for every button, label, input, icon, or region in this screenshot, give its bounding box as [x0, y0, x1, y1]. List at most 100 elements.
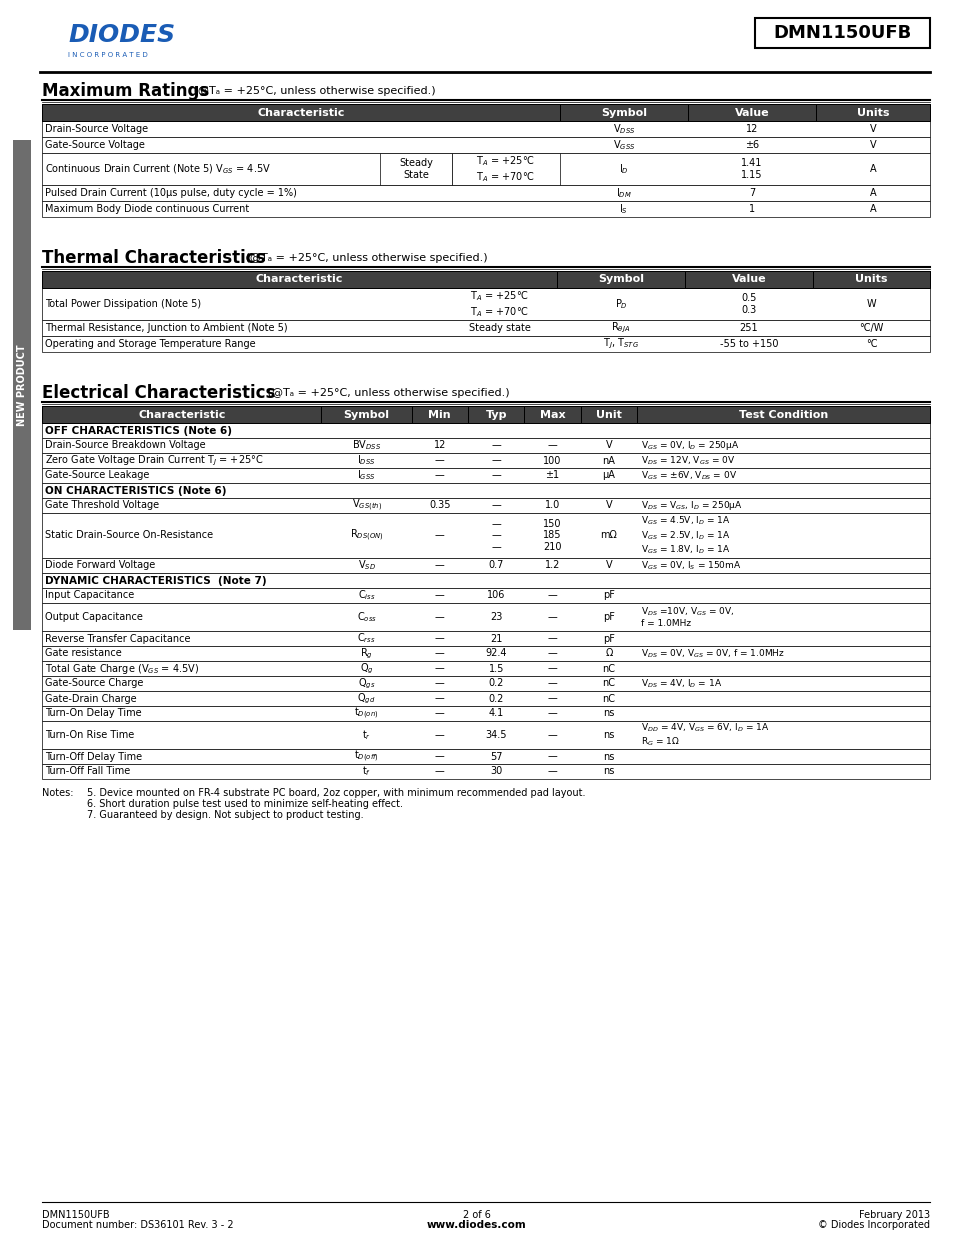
Text: Gate-Source Leakage: Gate-Source Leakage [45, 471, 150, 480]
Text: Operating and Storage Temperature Range: Operating and Storage Temperature Range [45, 338, 255, 350]
Text: Input Capacitance: Input Capacitance [45, 590, 134, 600]
Text: —: — [547, 634, 557, 643]
Bar [42, 121, 929, 137]
Text: Pulsed Drain Current (10µs pulse, duty cycle = 1%): Pulsed Drain Current (10µs pulse, duty c… [45, 188, 296, 198]
Text: —: — [435, 752, 444, 762]
Text: V$_{DS}$ = 4V, I$_D$ = 1A: V$_{DS}$ = 4V, I$_D$ = 1A [640, 677, 721, 690]
Text: Electrical Characteristics: Electrical Characteristics [42, 384, 275, 403]
Bar [42, 137, 929, 153]
Text: —: — [547, 663, 557, 673]
Bar [42, 764, 929, 779]
Text: —: — [435, 730, 444, 740]
Bar [42, 706, 929, 721]
Text: 0.7: 0.7 [488, 561, 503, 571]
Text: 57: 57 [490, 752, 502, 762]
Text: —: — [435, 694, 444, 704]
Bar [42, 453, 929, 468]
Text: Turn-Off Fall Time: Turn-Off Fall Time [45, 767, 131, 777]
Text: Reverse Transfer Capacitance: Reverse Transfer Capacitance [45, 634, 191, 643]
Text: —: — [435, 767, 444, 777]
Text: 92.4: 92.4 [485, 648, 506, 658]
Text: —: — [547, 752, 557, 762]
Text: Total Gate Charge (V$_{GS}$ = 4.5V): Total Gate Charge (V$_{GS}$ = 4.5V) [45, 662, 199, 676]
Text: 0.2: 0.2 [488, 694, 503, 704]
Bar [411, 406, 468, 424]
Text: ns: ns [602, 752, 614, 762]
Text: V$_{DS}$ = V$_{GS}$, I$_D$ = 250µA: V$_{DS}$ = V$_{GS}$, I$_D$ = 250µA [640, 499, 742, 513]
Text: BV$_{DSS}$: BV$_{DSS}$ [352, 438, 380, 452]
Text: V$_{GS}$ = ±6V, V$_{DS}$ = 0V: V$_{GS}$ = ±6V, V$_{DS}$ = 0V [640, 469, 737, 482]
Bar [754, 19, 929, 48]
Text: Symbol: Symbol [343, 410, 389, 420]
Text: 251: 251 [739, 324, 758, 333]
Bar [42, 646, 929, 661]
Bar [42, 748, 929, 764]
Bar [42, 661, 929, 676]
Text: V$_{SD}$: V$_{SD}$ [357, 558, 375, 572]
Text: —: — [435, 590, 444, 600]
Bar [559, 104, 687, 121]
Text: V$_{GS}$ = 0V, I$_D$ = 250µA: V$_{GS}$ = 0V, I$_D$ = 250µA [640, 438, 739, 452]
Text: T$_A$ = +25°C
T$_A$ = +70°C: T$_A$ = +25°C T$_A$ = +70°C [470, 289, 529, 319]
Text: Ω: Ω [604, 648, 612, 658]
Text: 1.0: 1.0 [544, 500, 559, 510]
Bar [684, 270, 812, 288]
Text: pF: pF [602, 590, 614, 600]
Text: February 2013: February 2013 [858, 1210, 929, 1220]
Text: 34.5: 34.5 [485, 730, 506, 740]
Text: —: — [435, 678, 444, 688]
Text: Maximum Body Diode continuous Current: Maximum Body Diode continuous Current [45, 204, 249, 214]
Text: V: V [869, 124, 876, 135]
Bar [42, 603, 929, 631]
Bar [42, 406, 929, 424]
Bar [42, 288, 929, 320]
Text: —: — [435, 663, 444, 673]
Text: Thermal Resistance, Junction to Ambient (Note 5): Thermal Resistance, Junction to Ambient … [45, 324, 287, 333]
Text: Symbol: Symbol [600, 107, 646, 117]
Text: 7: 7 [748, 188, 755, 198]
Bar [42, 513, 929, 558]
Text: OFF CHARACTERISTICS (Note 6): OFF CHARACTERISTICS (Note 6) [45, 426, 232, 436]
Text: I$_{DSS}$: I$_{DSS}$ [356, 453, 375, 467]
Text: ns: ns [602, 709, 614, 719]
Text: R$_g$: R$_g$ [359, 646, 373, 661]
Text: R$_{DS (ON)}$: R$_{DS (ON)}$ [350, 527, 383, 543]
Text: —: — [547, 590, 557, 600]
Text: t$_{D(off)}$: t$_{D(off)}$ [354, 748, 378, 764]
Text: —: — [547, 730, 557, 740]
Text: Diode Forward Voltage: Diode Forward Voltage [45, 561, 155, 571]
Text: DMN1150UFB: DMN1150UFB [773, 23, 911, 42]
Bar [42, 336, 929, 352]
Bar [42, 153, 929, 185]
Text: Drain-Source Breakdown Voltage: Drain-Source Breakdown Voltage [45, 441, 206, 451]
Text: V$_{DS}$ = 0V, V$_{GS}$ = 0V, f = 1.0MHz: V$_{DS}$ = 0V, V$_{GS}$ = 0V, f = 1.0MHz [640, 647, 784, 659]
Text: Min: Min [428, 410, 451, 420]
Text: Steady
State: Steady State [398, 158, 433, 180]
Text: DIODES: DIODES [68, 23, 175, 47]
Text: Total Power Dissipation (Note 5): Total Power Dissipation (Note 5) [45, 299, 201, 309]
Text: Units: Units [854, 274, 887, 284]
Text: t$_r$: t$_r$ [361, 729, 371, 742]
Text: 1.41
1.15: 1.41 1.15 [740, 158, 762, 180]
Text: A: A [869, 188, 876, 198]
Text: V$_{GS(th)}$: V$_{GS(th)}$ [351, 498, 381, 514]
Text: —: — [435, 613, 444, 622]
Bar [42, 498, 929, 513]
Text: Units: Units [856, 107, 888, 117]
Bar [42, 721, 929, 748]
Text: 150
185
210: 150 185 210 [542, 519, 561, 552]
Text: V$_{DD}$ = 4V, V$_{GS}$ = 6V, I$_D$ = 1A
R$_G$ = 1Ω: V$_{DD}$ = 4V, V$_{GS}$ = 6V, I$_D$ = 1A… [640, 721, 768, 748]
Bar [42, 104, 929, 121]
Text: V$_{DS}$ =10V, V$_{GS}$ = 0V,
f = 1.0MHz: V$_{DS}$ =10V, V$_{GS}$ = 0V, f = 1.0MHz [640, 605, 734, 629]
Text: —: — [547, 709, 557, 719]
Bar [468, 406, 524, 424]
Bar [13, 140, 30, 630]
Text: 1: 1 [748, 204, 754, 214]
Bar [42, 406, 321, 424]
Text: I$_S$: I$_S$ [618, 203, 628, 216]
Text: Test Condition: Test Condition [739, 410, 827, 420]
Text: (@Tₐ = +25°C, unless otherwise specified.): (@Tₐ = +25°C, unless otherwise specified… [264, 388, 509, 398]
Bar [452, 153, 559, 185]
Text: Typ: Typ [485, 410, 506, 420]
Text: 100: 100 [542, 456, 561, 466]
